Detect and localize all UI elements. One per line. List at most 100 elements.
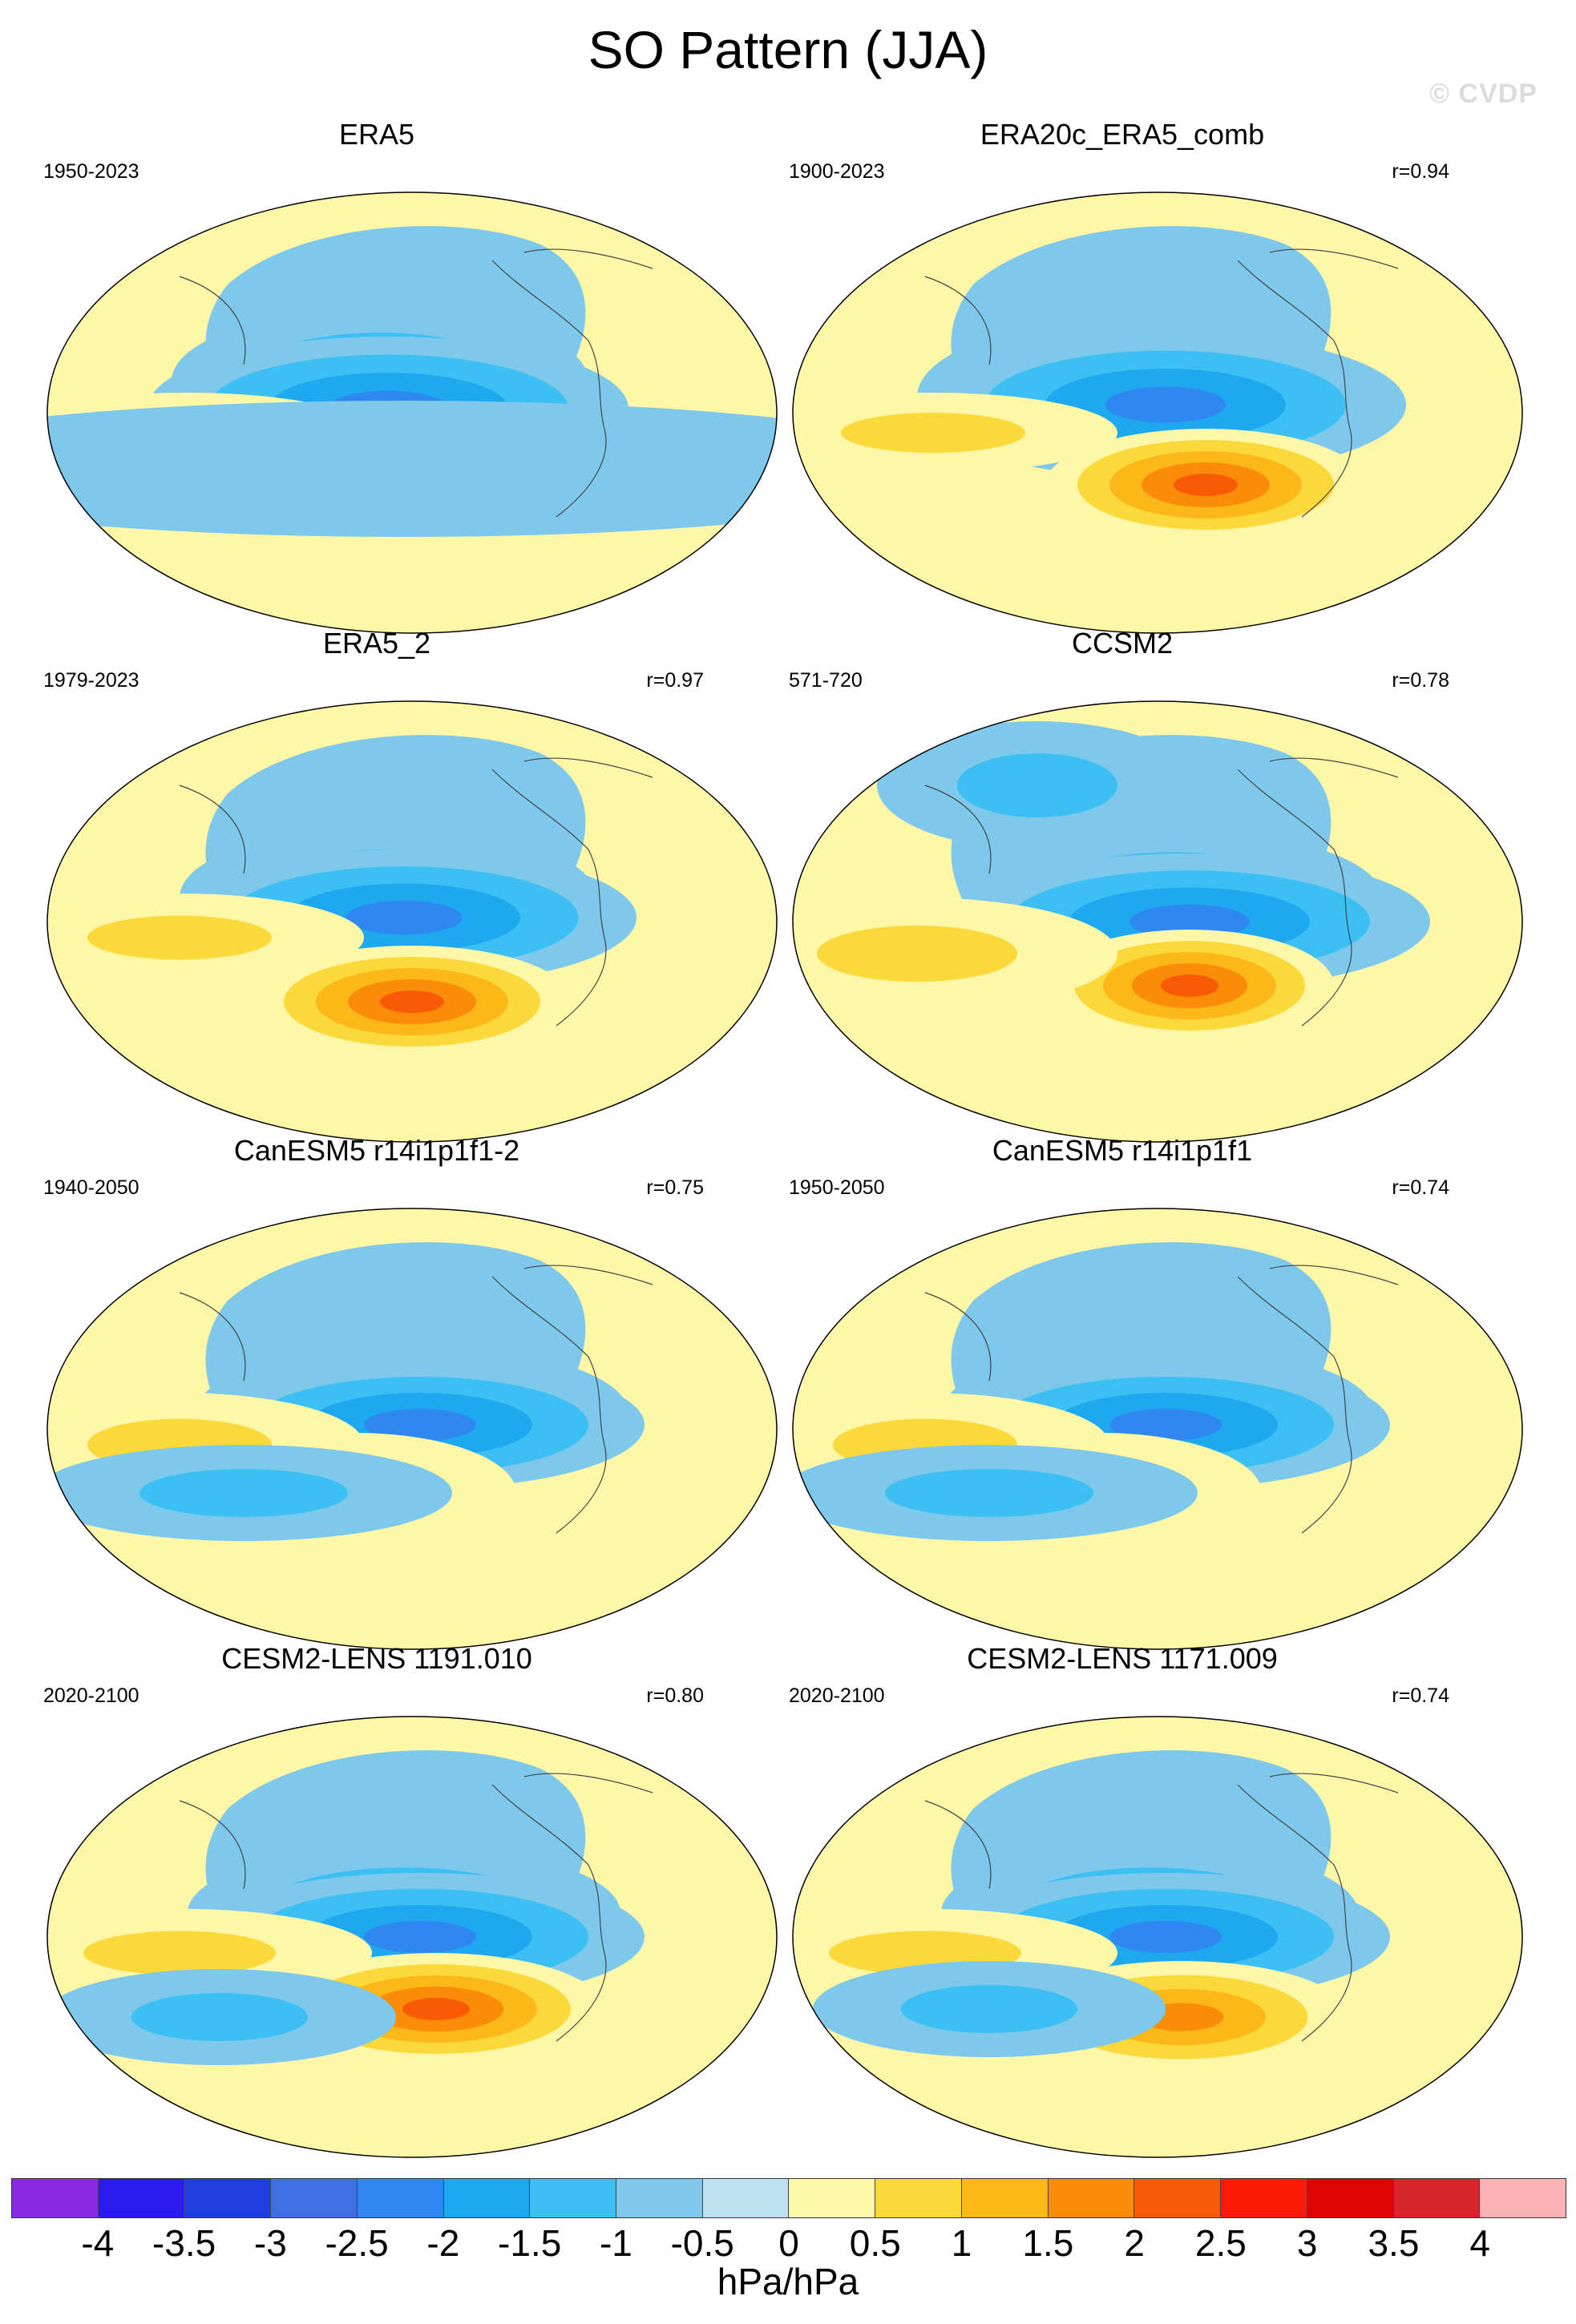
map-outline [46,700,778,1143]
colorbar-swatch [1221,2179,1307,2217]
colorbar-swatch [1480,2179,1566,2217]
map-outline [46,1208,778,1650]
colorbar-tick-label: -1.5 [498,2222,562,2264]
coastline [924,1265,1399,1534]
anomaly-contour [83,1931,276,1975]
colorbar-swatch [357,2179,444,2217]
anomaly-contour [957,753,1117,817]
anomaly-contour [1129,904,1250,939]
map-era20c [792,192,1523,634]
map-panel-cesm2-1171: CESM2-LENS 1171.009 2020-2100 r=0.74 [746,1642,1523,2158]
coastline [179,757,653,1027]
map-panel-ccsm2: CCSM2 571-720 r=0.78 [746,627,1523,1143]
colorbar-swatch [1048,2179,1135,2217]
coastline [924,248,1399,518]
coastline [179,248,653,518]
colorbar-swatch [1393,2179,1481,2217]
colorbar-tick-label: 0.5 [849,2222,901,2264]
anomaly-contour [841,413,1025,453]
colorbar-swatch [961,2179,1049,2217]
anomaly-contour [364,1409,476,1441]
anomaly-contour [1105,386,1226,423]
map-era5-2 [46,700,778,1143]
anomaly-contour [402,1998,470,2020]
map-panel-cesm2-1191: CESM2-LENS 1191.010 2020-2100 r=0.80 [0,1642,778,2158]
coastline [179,1265,653,1534]
colorbar-tick-label: 3 [1296,2222,1318,2264]
colorbar-swatch [616,2179,703,2217]
anomaly-contour [139,1469,348,1517]
coastline [924,757,1399,1027]
map-ccsm2 [792,700,1523,1143]
map-outline [792,1208,1523,1650]
panel-title: CanESM5 r14i1p1f1-2 [233,1134,520,1167]
colorbar-tick-label: 3.5 [1368,2222,1420,2264]
colorbar-swatch [1134,2179,1222,2217]
panel-title: ERA20c_ERA5_comb [980,118,1265,151]
panel-period: 2020-2100 [43,1684,139,1707]
colorbar-swatch [530,2179,617,2217]
panel-correlation: r=0.78 [1392,669,1449,692]
map-outline [792,192,1523,634]
panel-title: CESM2-LENS 1171.009 [967,1642,1278,1675]
panel-correlation: r=0.94 [1392,160,1449,183]
colorbar-swatch [443,2179,531,2217]
panel-period: 1940-2050 [43,1176,139,1199]
colorbar-swatch [271,2179,358,2217]
panel-period: 571-720 [789,669,863,692]
anomaly-contour [1174,474,1238,496]
colorbar-swatch [98,2179,185,2217]
panel-correlation: r=0.75 [646,1176,704,1199]
colorbar-tick-label: -2 [426,2222,460,2264]
colorbar-swatch [184,2179,272,2217]
panel-period: 1950-2050 [789,1176,885,1199]
map-outline [46,1716,778,2158]
anomaly-contour [131,1993,308,2041]
colorbar-tick-label: -2.5 [325,2222,389,2264]
panel-correlation: r=0.80 [646,1684,704,1707]
map-cesm2-1191 [46,1716,778,2158]
map-outline [46,192,778,634]
colorbar-tick-label: -3.5 [152,2222,216,2264]
panel-title: ERA5_2 [322,627,431,660]
cvdp-watermark: © CVDP [1429,79,1538,109]
colorbar-tick-label: 4 [1469,2222,1491,2264]
colorbar-swatch [1307,2179,1394,2217]
anomaly-contour [380,991,444,1013]
map-canesm5 [792,1208,1523,1650]
panel-correlation: r=0.74 [1392,1176,1449,1199]
panel-period: 1950-2023 [43,160,139,183]
panel-period: 1979-2023 [43,669,139,692]
colorbar-swatch [789,2179,876,2217]
coastline [179,1773,653,2042]
map-panel-canesm5-2: CanESM5 r14i1p1f1-2 1940-2050 r=0.75 [0,1134,778,1650]
panel-title: CCSM2 [1071,627,1174,660]
colorbar-tick-label: 2 [1124,2222,1145,2264]
anomaly-contour [901,1985,1077,2033]
coastline [924,1773,1399,2042]
colorbar-swatch [12,2179,99,2217]
anomaly-contour [1109,1409,1222,1441]
anomaly-contour [47,401,777,537]
anomaly-contour [364,1921,476,1953]
colorbar-ticks: -4 -3.5 -3 -2.5 -2 -1.5 -1 -0.5 0 0.5 1 1.5 2 2.5 3 3.5… [11,2221,1566,2264]
colorbar-tick-label: 2.5 [1194,2222,1247,2264]
map-era5 [46,192,778,634]
colorbar-swatch [702,2179,790,2217]
panel-period: 2020-2100 [789,1684,885,1707]
panel-correlation: r=0.97 [646,669,704,692]
colorbar-tick-label: 1 [951,2222,972,2264]
map-canesm5-2 [46,1208,778,1650]
anomaly-contour [346,900,463,935]
colorbar-tick-label: -3 [253,2222,287,2264]
anomaly-contour [885,1469,1093,1517]
colorbar-swatch [875,2179,962,2217]
anomaly-contour [87,915,272,960]
colorbar-tick-label: -4 [81,2222,115,2264]
panel-correlation: r=0.74 [1392,1684,1449,1707]
map-panel-era20c: ERA20c_ERA5_comb 1900-2023 r=0.94 [746,118,1523,634]
panel-title: ERA5 [338,118,415,151]
figure-title: SO Pattern (JJA) [588,20,988,79]
map-panel-era5: ERA5 1950-2023 [0,118,778,634]
map-panel-era5-2: ERA5_2 1979-2023 r=0.97 [0,627,778,1143]
